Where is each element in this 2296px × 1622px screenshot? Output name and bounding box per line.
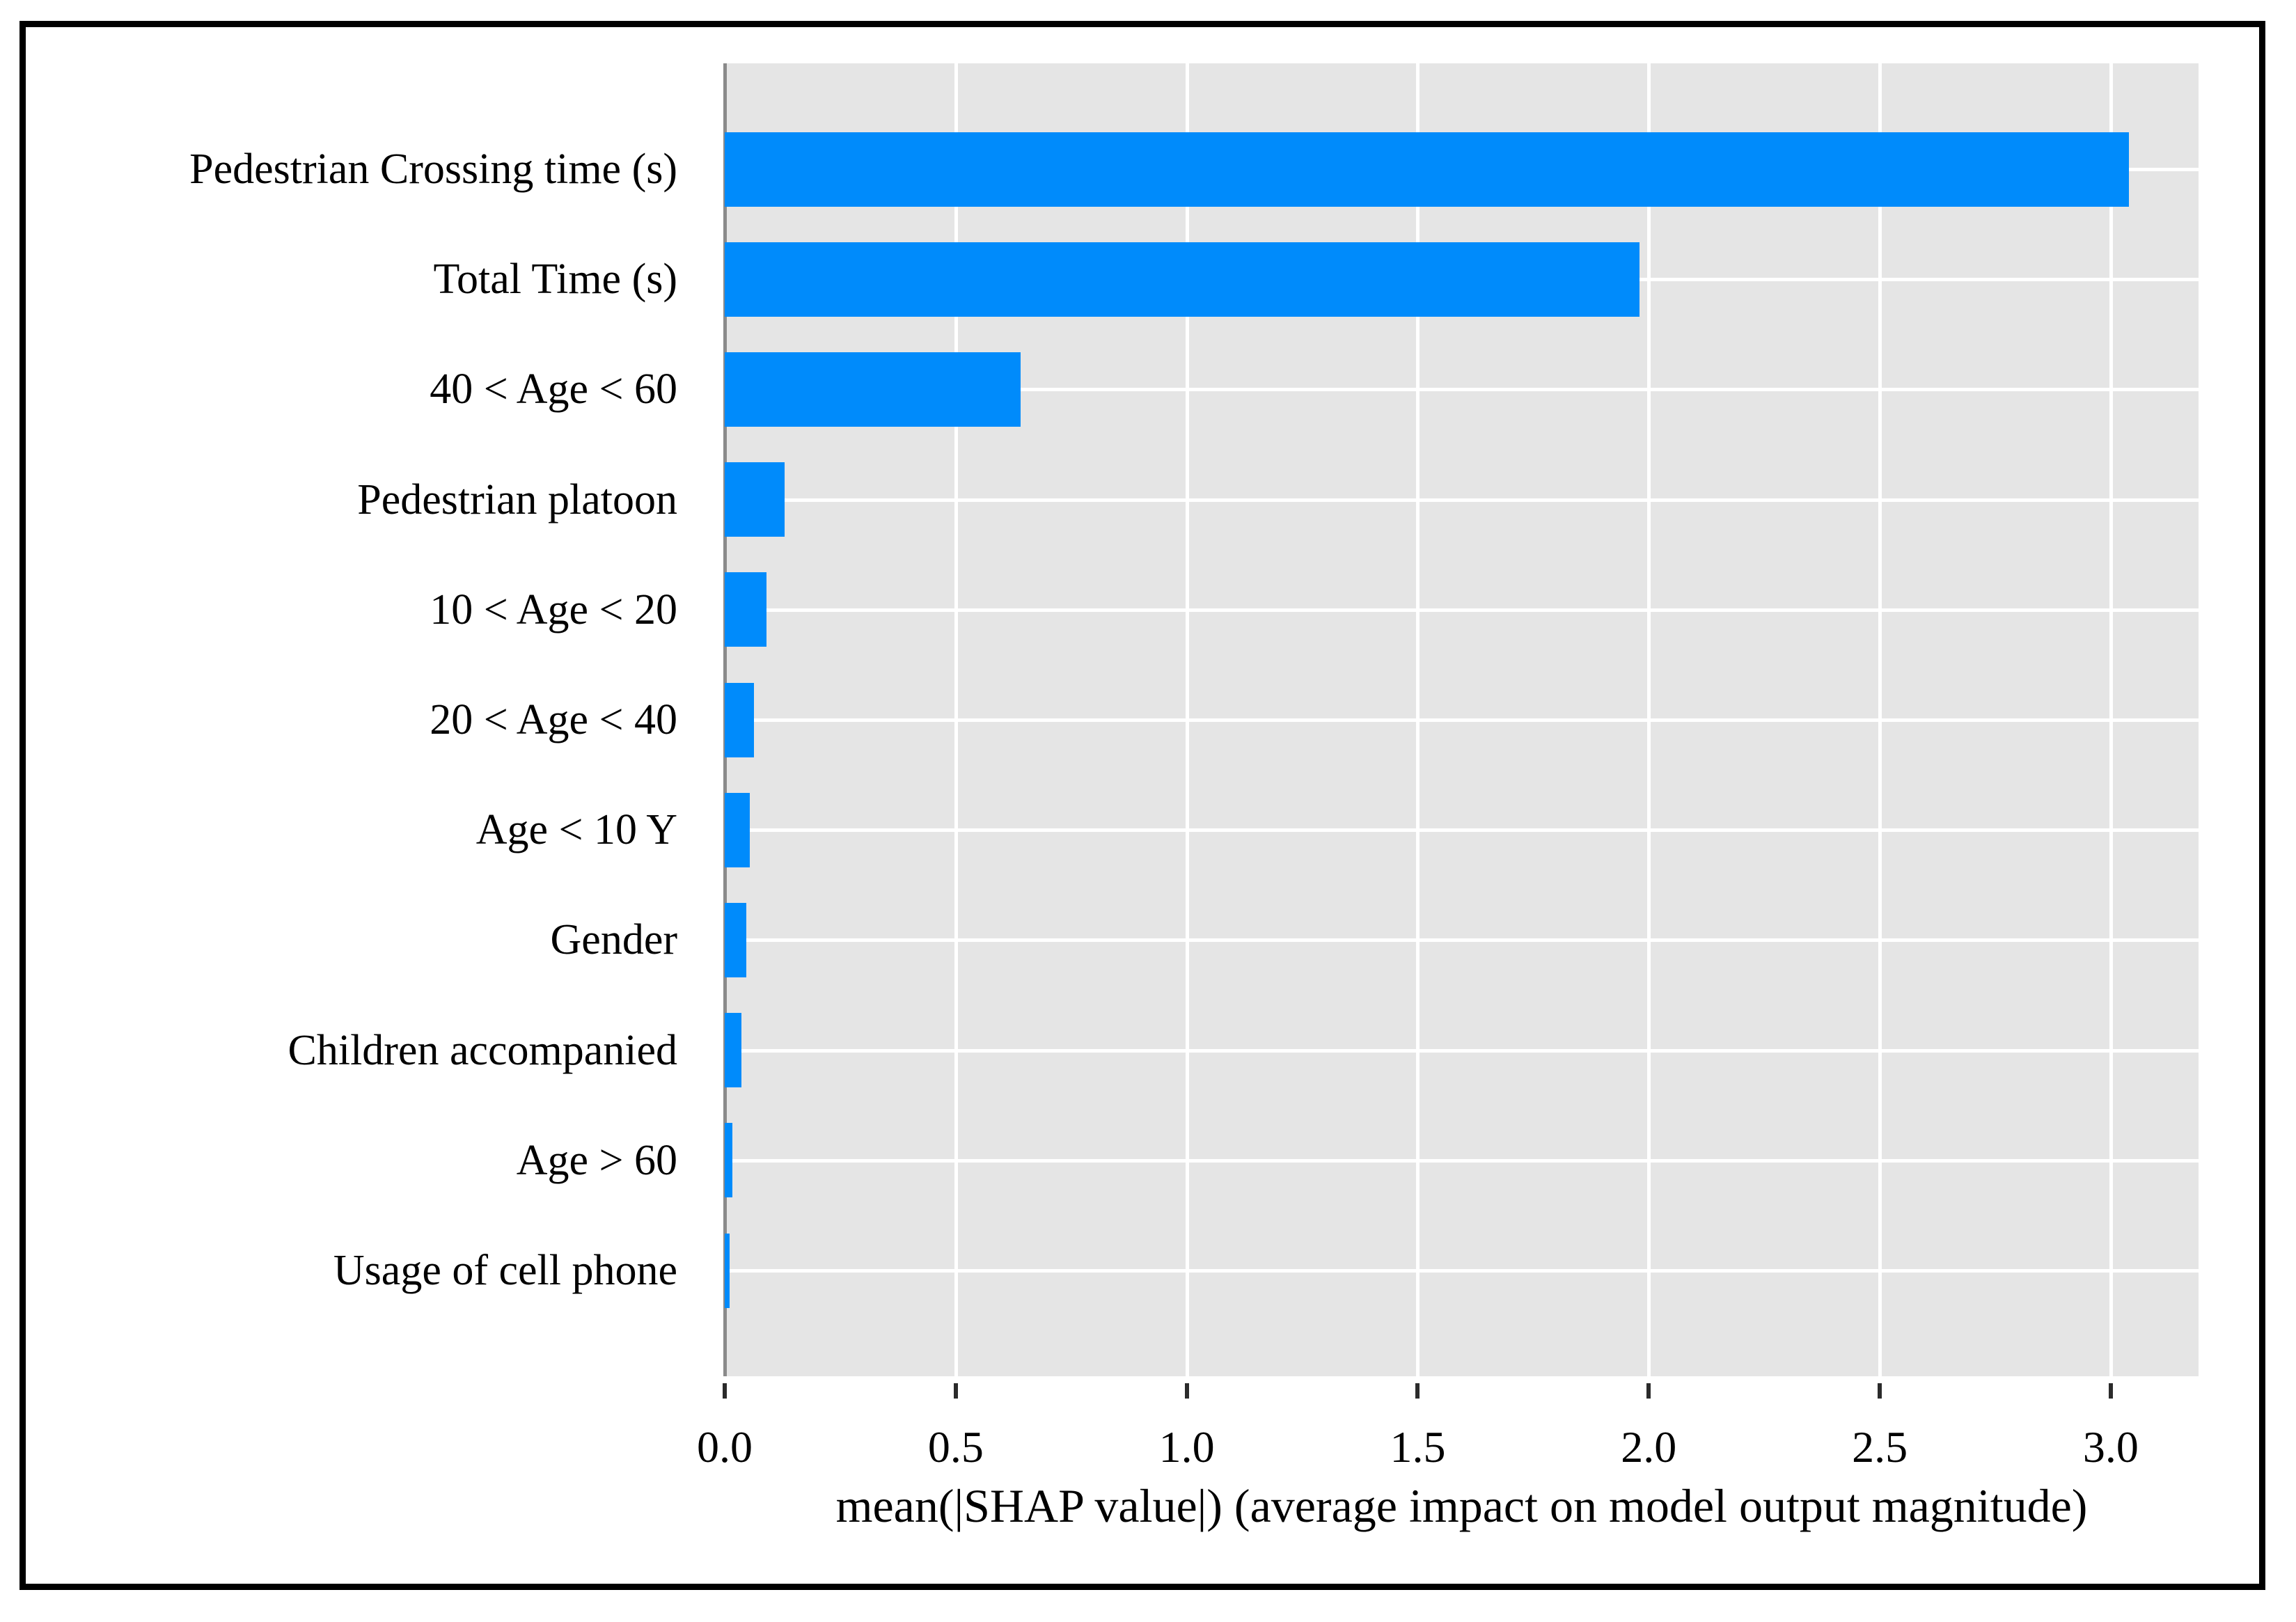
- bar: [725, 242, 1640, 317]
- grid-line-horizontal: [725, 828, 2199, 833]
- x-tick-label: 2.5: [1852, 1422, 1908, 1472]
- category-label: Total Time (s): [433, 255, 677, 304]
- grid-line-horizontal: [725, 1048, 2199, 1053]
- bar: [725, 902, 746, 977]
- grid-line-horizontal: [725, 938, 2199, 943]
- category-label: 40 < Age < 60: [430, 365, 677, 414]
- bar: [725, 1233, 730, 1308]
- category-label: Children accompanied: [288, 1026, 677, 1074]
- x-tick-mark: [1878, 1383, 1882, 1399]
- x-tick-label: 3.0: [2082, 1422, 2139, 1472]
- grid-line-horizontal: [725, 1269, 2199, 1273]
- category-label: Gender: [550, 916, 677, 964]
- bar: [725, 792, 750, 867]
- x-tick-label: 1.5: [1390, 1422, 1446, 1472]
- x-tick-mark: [1646, 1383, 1651, 1399]
- x-tick-label: 1.0: [1158, 1422, 1215, 1472]
- bar: [725, 1123, 732, 1198]
- x-tick-label: 0.5: [927, 1422, 984, 1472]
- bar: [725, 1013, 741, 1088]
- x-tick-mark: [1415, 1383, 1420, 1399]
- category-label: Age > 60: [516, 1136, 677, 1184]
- bar: [725, 572, 766, 647]
- bar: [725, 682, 755, 757]
- x-tick-label: 2.0: [1621, 1422, 1677, 1472]
- grid-line-horizontal: [725, 388, 2199, 392]
- grid-line-horizontal: [725, 498, 2199, 502]
- category-label: Pedestrian platoon: [357, 475, 677, 523]
- grid-line-horizontal: [725, 1158, 2199, 1163]
- x-tick-mark: [723, 1383, 727, 1399]
- x-tick-mark: [953, 1383, 958, 1399]
- chart-panel: [723, 63, 2199, 1376]
- x-tick-mark: [2108, 1383, 2113, 1399]
- figure-border: Pedestrian Crossing time (s) Total Time (…: [19, 21, 2265, 1590]
- bar: [725, 352, 1021, 427]
- category-label: 10 < Age < 20: [430, 585, 677, 633]
- grid-line-horizontal: [725, 718, 2199, 722]
- x-tick-mark: [1184, 1383, 1189, 1399]
- category-label: Pedestrian Crossing time (s): [189, 145, 677, 193]
- bar: [725, 462, 785, 537]
- category-label: Usage of cell phone: [333, 1247, 677, 1294]
- x-tick-label: 0.0: [697, 1422, 753, 1472]
- x-axis-title: mean(|SHAP value|) (average impact on mo…: [835, 1479, 2088, 1532]
- category-label: Age < 10 Y: [475, 806, 677, 854]
- bar: [725, 132, 2130, 207]
- grid-line-horizontal: [725, 608, 2199, 612]
- category-label: 20 < Age < 40: [430, 696, 677, 743]
